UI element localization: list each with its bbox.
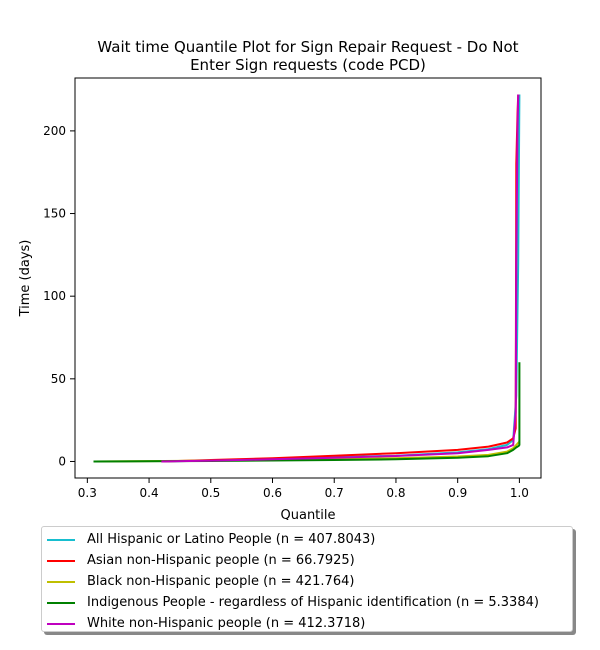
legend-label: Asian non-Hispanic people (n = 66.7925) [87,553,355,568]
legend-entry: All Hispanic or Latino People (n = 407.8… [42,529,375,550]
y-tick-label: 150 [43,207,66,221]
legend-swatch [47,538,75,541]
y-axis: 0 50 100 150 200 [43,124,75,468]
legend-entry: Black non-Hispanic people (n = 421.764) [42,571,354,592]
legend-label: Black non-Hispanic people (n = 421.764) [87,574,355,589]
legend-label: All Hispanic or Latino People (n = 407.8… [87,532,376,547]
plot-area-frame [74,77,542,479]
x-axis: 0.3 0.4 0.5 0.6 0.7 0.8 0.9 1.0 [78,478,529,500]
legend-label: Indigenous People - regardless of Hispan… [87,595,539,610]
quantile-chart: Wait time Quantile Plot for Sign Repair … [18,38,542,520]
legend-swatch [47,601,75,604]
chart-legend: All Hispanic or Latino People (n = 407.8… [41,526,573,632]
series-line-5 [161,94,520,463]
x-tick-label: 0.6 [263,486,282,500]
y-tick-label: 50 [51,372,66,386]
legend-entry: Asian non-Hispanic people (n = 66.7925) [42,550,355,571]
legend-swatch [47,559,75,562]
series-line-2 [161,94,520,463]
x-tick-label: 0.3 [78,486,97,500]
legend-swatch [47,580,75,583]
x-tick-label: 0.5 [201,486,220,500]
y-axis-label: Time (days) [18,240,33,318]
x-tick-label: 0.9 [448,486,467,500]
legend-entry: White non-Hispanic people (n = 412.3718) [42,613,365,634]
x-tick-label: 1.0 [510,486,529,500]
chart-title-line-2: Enter Sign requests (code PCD) [190,56,426,74]
x-axis-label: Quantile [281,508,336,520]
x-tick-label: 0.8 [386,486,405,500]
x-tick-label: 0.7 [325,486,344,500]
legend-swatch [47,622,75,625]
y-tick-label: 0 [58,454,66,468]
series-line-4 [93,362,521,463]
legend-entry: Indigenous People - regardless of Hispan… [42,592,539,613]
chart-title-line-1: Wait time Quantile Plot for Sign Repair … [97,38,518,56]
plot-lines [93,94,521,463]
series-line-1 [161,94,521,463]
y-tick-label: 100 [43,289,66,303]
legend-label: White non-Hispanic people (n = 412.3718) [87,616,366,631]
y-tick-label: 200 [43,124,66,138]
x-tick-label: 0.4 [140,486,159,500]
